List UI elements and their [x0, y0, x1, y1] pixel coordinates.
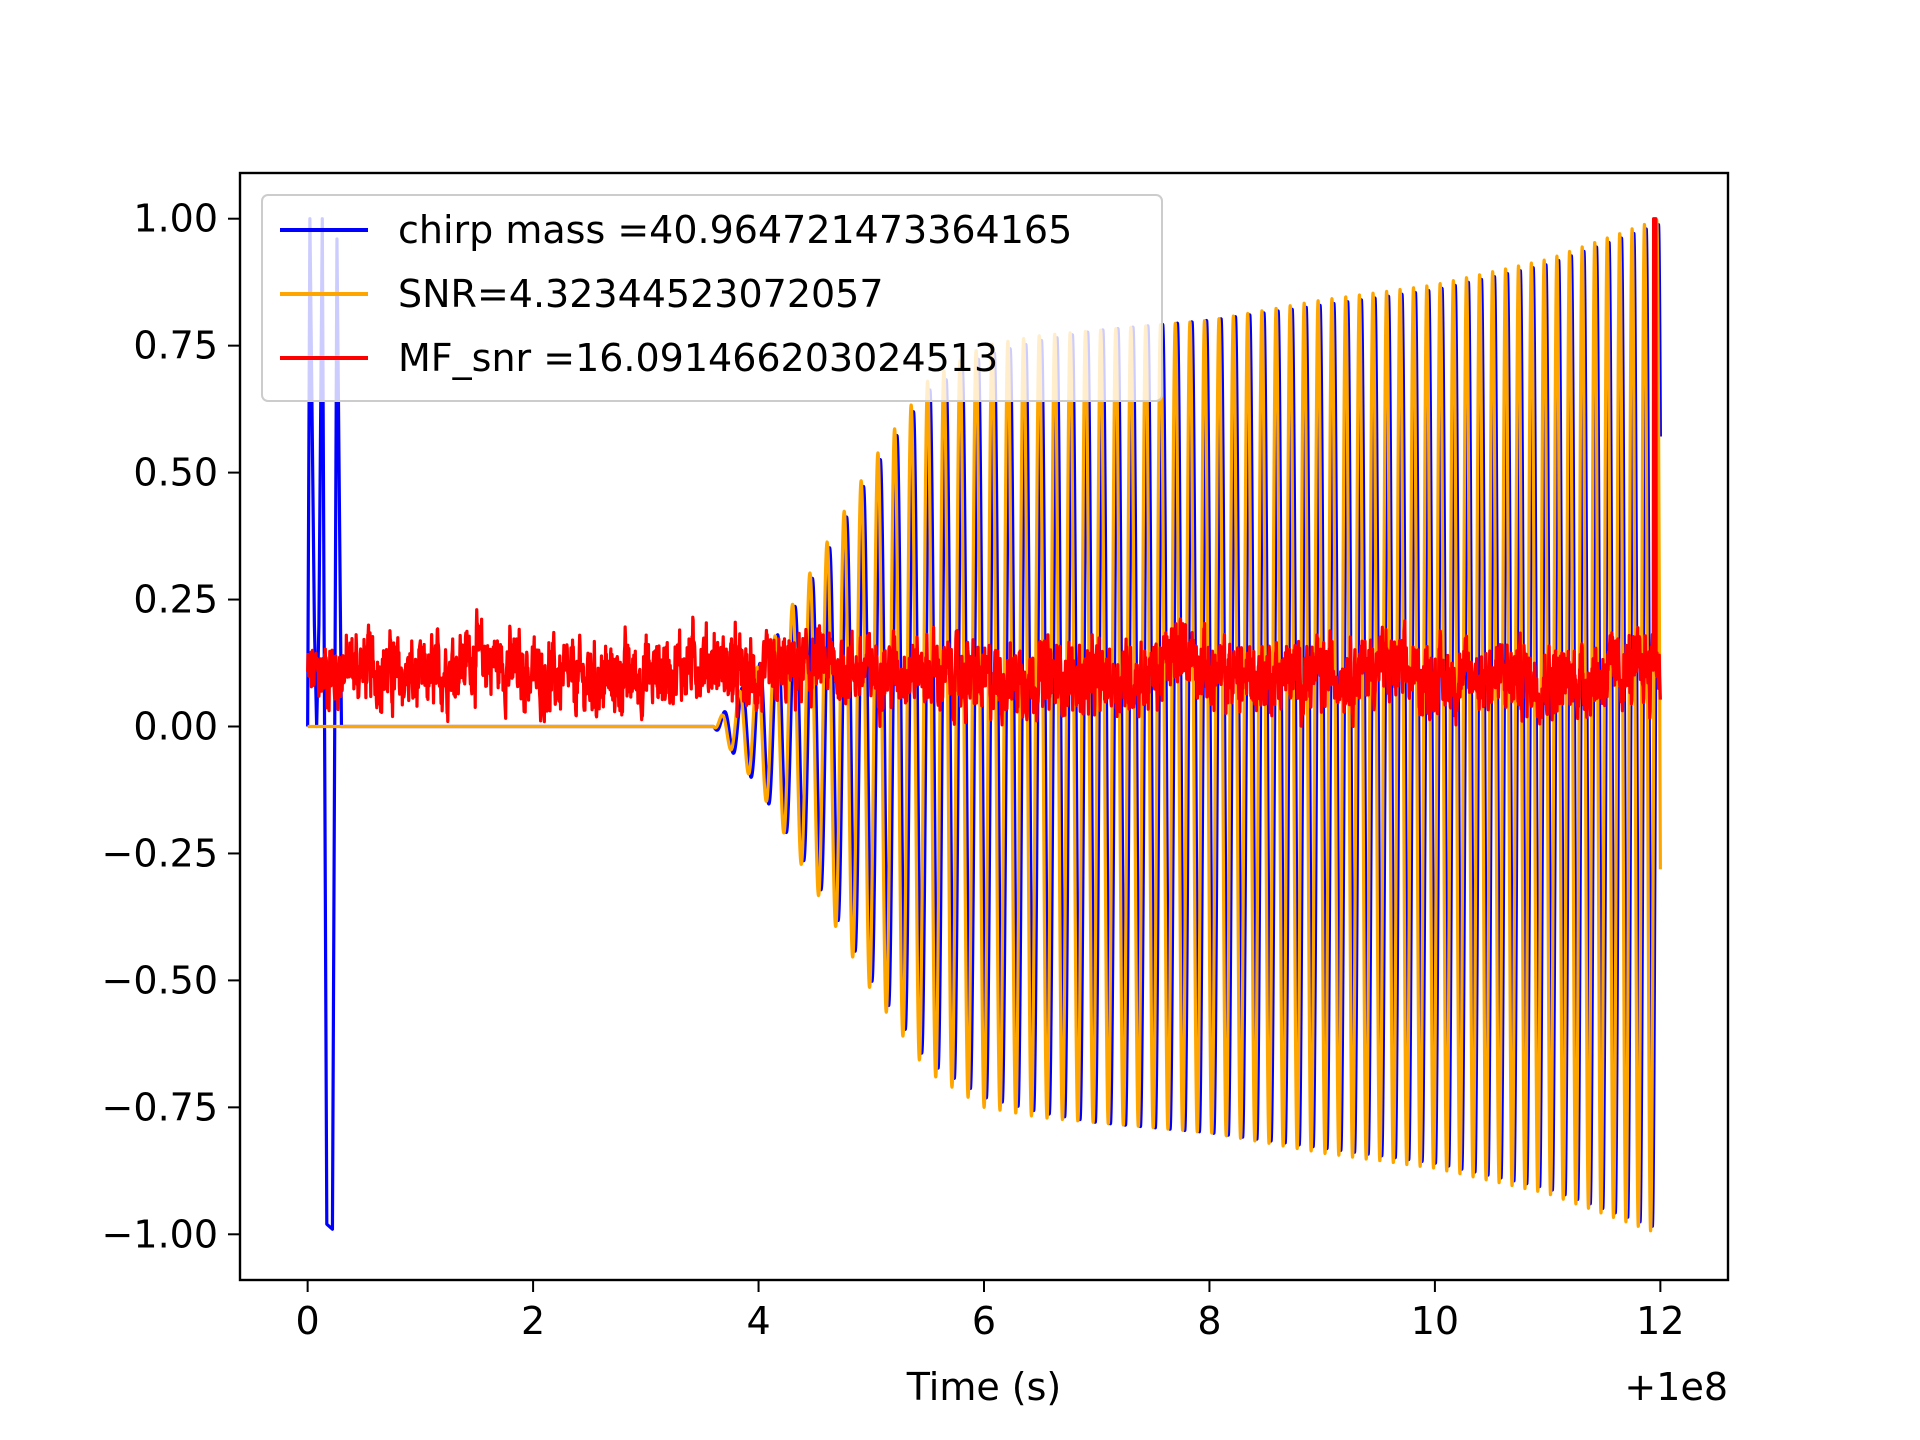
- y-tick-label: 0.25: [133, 578, 218, 622]
- y-tick-label: 1.00: [133, 197, 218, 241]
- legend-entry-snr: SNR=4.32344523072057: [398, 272, 884, 316]
- x-tick-label: 0: [296, 1299, 320, 1343]
- y-tick-label: −0.50: [102, 958, 218, 1002]
- series-layer: [306, 217, 1662, 1233]
- series-line-snr: [306, 218, 1662, 1233]
- x-tick-label: 8: [1197, 1299, 1221, 1343]
- y-axis: 1.00 0.75 0.50 0.25 0.00 −0.25 −0.50 −0.75 −1.00: [102, 197, 240, 1256]
- y-tick-label: 0.50: [133, 451, 218, 495]
- y-tick-label: 0.75: [133, 324, 218, 368]
- x-axis: 0 2 4 6 8 10 12: [296, 1280, 1685, 1343]
- legend-entry-mf-snr: MF_snr =16.091466203024513: [398, 336, 998, 380]
- y-tick-label: −1.00: [102, 1212, 218, 1256]
- x-tick-label: 6: [972, 1299, 996, 1343]
- legend-entry-chirp-mass: chirp mass =40.964721473364165: [398, 208, 1072, 252]
- x-axis-label: Time (s): [906, 1365, 1062, 1409]
- series-line-mf-snr: [306, 217, 1662, 729]
- y-tick-label: −0.75: [102, 1085, 218, 1129]
- y-tick-label: 0.00: [133, 705, 218, 749]
- x-axis-offset-label: +1e8: [1624, 1365, 1728, 1409]
- y-tick-label: −0.25: [102, 831, 218, 875]
- x-tick-label: 2: [521, 1299, 545, 1343]
- x-tick-label: 10: [1411, 1299, 1459, 1343]
- x-tick-label: 4: [746, 1299, 770, 1343]
- x-tick-label: 12: [1636, 1299, 1684, 1343]
- legend-box: [261, 194, 1163, 402]
- legend: chirp mass =40.964721473364165 SNR=4.3234…: [261, 194, 1163, 402]
